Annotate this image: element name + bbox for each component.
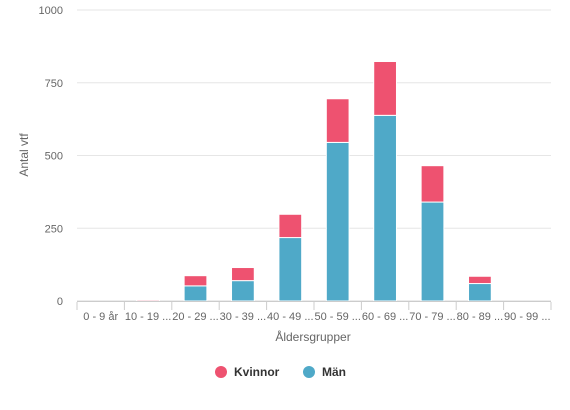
- y-tick-label: 1000: [39, 5, 63, 17]
- bar-man[interactable]: [231, 280, 255, 302]
- x-tick-label: 90 - 99 ...: [504, 311, 550, 323]
- bar-man[interactable]: [183, 285, 208, 302]
- x-tick-label: 70 - 79 ...: [409, 311, 455, 323]
- bar-man[interactable]: [468, 283, 492, 302]
- bar-kvinnor[interactable]: [278, 213, 303, 239]
- y-axis-title: Antal vtf: [17, 133, 31, 177]
- bar-kvinnor[interactable]: [373, 61, 397, 116]
- x-tick-label: 50 - 59 ...: [314, 311, 360, 323]
- legend-item-kvinnor[interactable]: Kvinnor: [215, 365, 280, 379]
- bar-kvinnor[interactable]: [468, 275, 492, 285]
- x-tick-label: 20 - 29 ...: [172, 311, 218, 323]
- y-tick-label: 250: [45, 223, 63, 235]
- legend-marker: [215, 366, 227, 378]
- x-tick-label: 10 - 19 ...: [125, 311, 171, 323]
- x-axis: 0 - 9 år 10 - 19 ... 20 - 29 ... 30 - 39 ..…: [76, 301, 552, 323]
- y-tick-label: 500: [45, 151, 63, 163]
- bar-man[interactable]: [325, 141, 350, 302]
- bars: [136, 61, 492, 303]
- legend-label: Kvinnor: [234, 365, 280, 379]
- x-tick-label: 60 - 69 ...: [362, 311, 408, 323]
- bar-kvinnor[interactable]: [420, 165, 445, 203]
- legend-item-man[interactable]: Män: [303, 365, 346, 379]
- x-tick-label: 40 - 49 ...: [267, 311, 313, 323]
- bar-man[interactable]: [373, 114, 397, 302]
- bar-man[interactable]: [420, 201, 445, 302]
- legend-marker: [303, 366, 315, 378]
- bar-kvinnor[interactable]: [136, 299, 160, 302]
- grid-lines: [77, 9, 551, 302]
- y-tick-label: 750: [45, 78, 63, 90]
- bar-kvinnor[interactable]: [325, 98, 350, 143]
- y-tick-label: 0: [57, 296, 63, 308]
- x-tick-label: 0 - 9 år: [83, 311, 118, 323]
- bar-kvinnor[interactable]: [183, 275, 208, 287]
- x-tick-label: 80 - 89 ...: [457, 311, 503, 323]
- legend: Kvinnor Män: [215, 365, 346, 379]
- x-axis-title: Åldersgrupper: [275, 329, 350, 344]
- y-axis-ticks: 0 250 500 750 1000: [39, 5, 63, 308]
- bar-kvinnor[interactable]: [231, 267, 255, 282]
- x-tick-label: 30 - 39 ...: [220, 311, 266, 323]
- legend-label: Män: [322, 365, 346, 379]
- bar-man[interactable]: [278, 237, 303, 302]
